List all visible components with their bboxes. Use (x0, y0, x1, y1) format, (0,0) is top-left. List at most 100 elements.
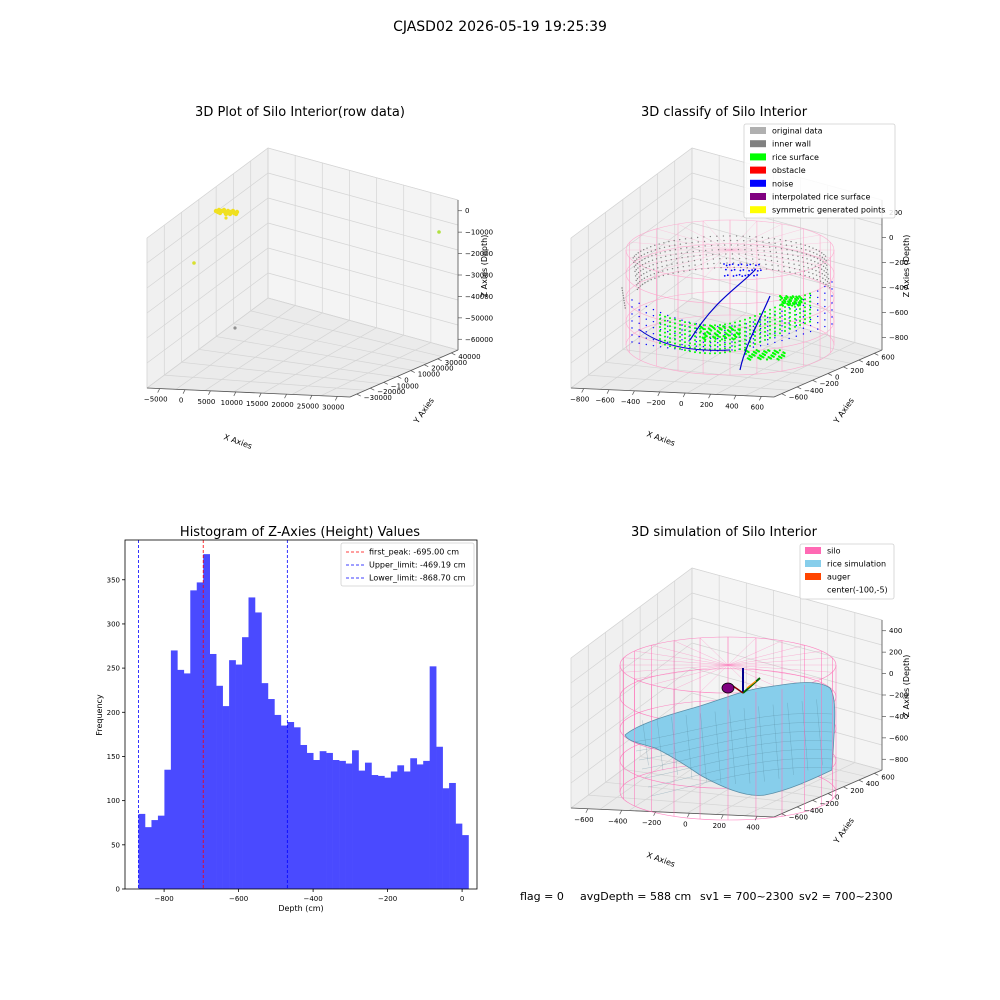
inner-wall-point (668, 240, 670, 243)
inner-wall-point (724, 248, 726, 251)
rice-surface-point (674, 330, 676, 333)
z-tick-label: −800 (889, 334, 908, 342)
rice-surface-point (694, 335, 696, 338)
rice-surface-point (699, 339, 701, 342)
silo-spoke (629, 249, 731, 258)
silo-spoke (673, 640, 729, 666)
y-tick-mark (437, 358, 442, 362)
silo-spoke (729, 249, 758, 280)
rice-surface-point (732, 328, 735, 331)
grid-line (146, 197, 269, 289)
silo-spoke (634, 650, 729, 666)
inner-wall-point (683, 270, 685, 272)
rice-surface-point (754, 319, 756, 322)
rice-surface-point (719, 351, 721, 354)
inner-wall-point (772, 268, 774, 271)
inner-wall-point (825, 271, 827, 274)
inner-wall-point (703, 240, 706, 243)
x-tick-label: 200 (713, 822, 726, 830)
inner-wall-point (636, 278, 639, 280)
rice-surface-point (664, 323, 666, 326)
inner-wall-point (767, 237, 770, 239)
inner-wall-point (824, 279, 827, 281)
inner-wall-point (658, 276, 660, 278)
inner-wall-point (822, 265, 825, 268)
rice-surface-point (792, 295, 795, 298)
rice-surface-point (786, 296, 789, 299)
histogram-legend: first_peak: -695.00 cm Upper_limit: -469.… (340, 542, 475, 587)
rice-surface-point (781, 304, 784, 307)
y-tick-mark (812, 379, 817, 383)
histogram-bar (377, 775, 385, 889)
inner-wall-point (759, 267, 761, 270)
inner-wall-point (660, 256, 662, 259)
inner-wall-point (743, 240, 745, 242)
y-tick-mark (812, 799, 817, 803)
inner-wall-point (794, 267, 796, 270)
legend-swatch (750, 127, 766, 134)
inner-wall-point (737, 244, 739, 246)
silo-spoke (729, 228, 804, 251)
z-tick-label: −400 (889, 713, 908, 721)
noise-point (781, 334, 783, 337)
histogram-bar (345, 763, 353, 889)
rice-surface-point (664, 319, 666, 322)
grid-line (691, 567, 883, 621)
histogram-bar (384, 777, 392, 889)
rice-surface-point (719, 323, 721, 326)
rice-surface-point (744, 322, 746, 325)
rice-surface-point (729, 346, 731, 349)
inner-wall-point (717, 249, 720, 251)
rice-surface-point (779, 312, 781, 315)
inner-wall-point (823, 253, 825, 256)
rice-surface-point (794, 325, 796, 328)
inner-wall-point (713, 262, 715, 265)
grid-line (570, 247, 693, 339)
histogram-bar (222, 706, 230, 889)
noise-point (667, 320, 669, 322)
inner-wall-point (732, 257, 734, 260)
grid-line (198, 349, 397, 378)
noise-point (724, 333, 726, 336)
x-tick-label: −600 (229, 895, 248, 903)
rice-surface-point (777, 358, 780, 361)
rice-surface-point (797, 297, 800, 300)
y-tick-label: 100 (107, 797, 120, 805)
inner-wall-point (787, 257, 789, 260)
rice-surface-point (794, 313, 796, 316)
rice-surface-point (738, 329, 741, 332)
noise-point (731, 349, 733, 351)
noise-point (645, 331, 647, 333)
y-tick-label: 400 (866, 360, 879, 368)
noise-point (795, 308, 797, 310)
rice-surface-point (780, 356, 783, 359)
histogram-bar (429, 666, 437, 889)
rice-surface-point (764, 310, 766, 313)
rice-surface-point (684, 341, 686, 344)
rice-surface-point (674, 346, 676, 349)
noise-point (781, 325, 783, 327)
noise-point (717, 337, 719, 340)
rice-surface-point (724, 323, 726, 326)
mesh-line (787, 702, 794, 775)
rice-surface-point (783, 352, 786, 355)
legend-swatch (750, 206, 766, 214)
rice-surface-point (764, 330, 766, 333)
inner-wall-point (664, 251, 666, 253)
histogram-bar (339, 760, 346, 889)
x-tick-label: 0 (683, 820, 687, 828)
inner-wall-point (705, 249, 707, 252)
rice-surface-point (798, 302, 802, 305)
rice-surface-point (754, 323, 756, 326)
x-tick-mark (182, 389, 186, 394)
rice-surface-point (735, 335, 738, 339)
noise-point (631, 306, 633, 308)
noise-point (731, 325, 733, 327)
noise-point (752, 321, 755, 323)
raw-data-panel: 3D Plot of Silo Interior(row data) −5000… (144, 105, 493, 451)
inner-wall-point (677, 271, 680, 273)
inner-wall-point (803, 270, 806, 272)
mesh-line (644, 749, 833, 779)
rice-surface-point (684, 345, 686, 348)
noise-point (645, 318, 647, 320)
